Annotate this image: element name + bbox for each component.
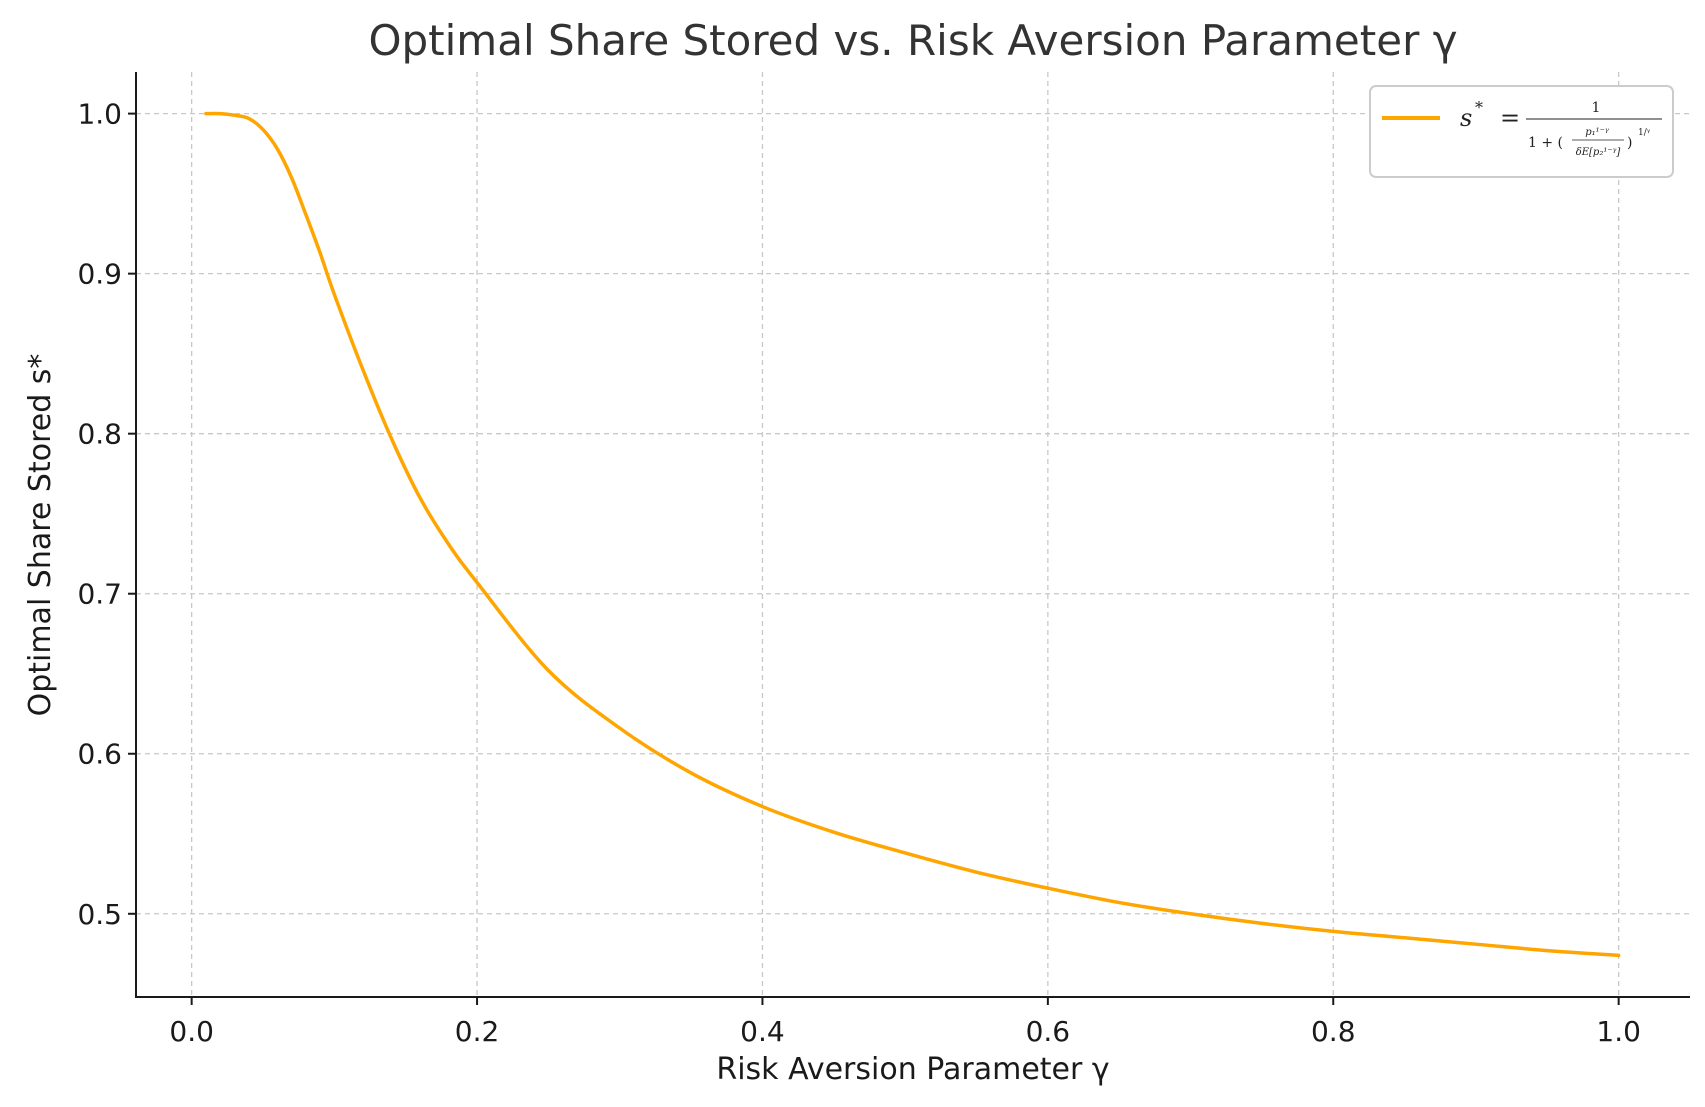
svg-text:p₁¹⁻ᵞ: p₁¹⁻ᵞ — [1585, 127, 1609, 138]
x-tick-label: 0.6 — [1026, 1015, 1071, 1048]
svg-text:=: = — [1500, 104, 1520, 132]
series — [204, 111, 1621, 958]
chart-title: Optimal Share Stored vs. Risk Aversion P… — [368, 16, 1457, 65]
x-tick-label: 1.0 — [1596, 1015, 1641, 1048]
svg-text:1/ᵞ: 1/ᵞ — [1638, 128, 1651, 138]
x-tick-label: 0.8 — [1311, 1015, 1356, 1048]
y-tick-label: 1.0 — [77, 98, 122, 131]
x-axis-label: Risk Aversion Parameter γ — [716, 1052, 1109, 1087]
y-tick-label: 0.6 — [77, 738, 122, 771]
axes — [135, 72, 1690, 998]
svg-text:): ) — [1627, 135, 1632, 151]
series-line — [204, 111, 1621, 958]
x-tick-label: 0.2 — [455, 1015, 500, 1048]
legend-box — [1369, 85, 1674, 178]
x-tick-label: 0.4 — [740, 1015, 785, 1048]
y-tick-label: 0.7 — [77, 578, 122, 611]
x-tick-label: 0.0 — [169, 1015, 214, 1048]
y-axis-label: Optimal Share Stored s* — [23, 354, 58, 717]
svg-text:δE[p₂¹⁻ᵞ]: δE[p₂¹⁻ᵞ] — [1576, 147, 1621, 158]
legend: s * = 1 1 + ( p₁¹⁻ᵞ δE[p₂¹⁻ᵞ] ) 1/ᵞ — [1369, 85, 1674, 178]
svg-text:1 + (: 1 + ( — [1528, 135, 1563, 151]
svg-text:1: 1 — [1592, 100, 1601, 116]
ticks: 0.0 0.2 0.4 0.6 0.8 1.0 0.5 0.6 0.7 0.8 0.9 1.0 — [77, 98, 1640, 1048]
y-tick-label: 0.9 — [77, 258, 122, 291]
y-tick-label: 0.5 — [77, 898, 122, 931]
grid — [136, 72, 1690, 997]
svg-text:s: s — [1460, 104, 1472, 132]
svg-text:*: * — [1475, 98, 1483, 117]
legend-formula: s * = 1 1 + ( p₁¹⁻ᵞ δE[p₂¹⁻ᵞ] ) 1/ᵞ — [1460, 98, 1662, 158]
y-tick-label: 0.8 — [77, 418, 122, 451]
